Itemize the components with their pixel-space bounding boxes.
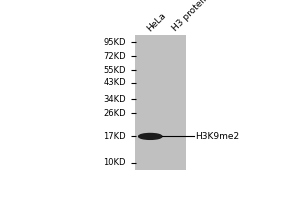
Text: 72KD: 72KD — [103, 52, 126, 61]
Text: 17KD: 17KD — [103, 132, 126, 141]
Text: 26KD: 26KD — [103, 109, 126, 118]
Text: 95KD: 95KD — [103, 38, 126, 47]
Text: H3 protein: H3 protein — [171, 0, 211, 33]
Text: 10KD: 10KD — [103, 158, 126, 167]
Text: 55KD: 55KD — [103, 66, 126, 75]
Ellipse shape — [139, 133, 162, 139]
Bar — [135, 35, 186, 170]
Text: 34KD: 34KD — [103, 95, 126, 104]
Text: HeLa: HeLa — [145, 11, 168, 33]
Text: H3K9me2: H3K9me2 — [196, 132, 240, 141]
Text: 43KD: 43KD — [103, 78, 126, 87]
